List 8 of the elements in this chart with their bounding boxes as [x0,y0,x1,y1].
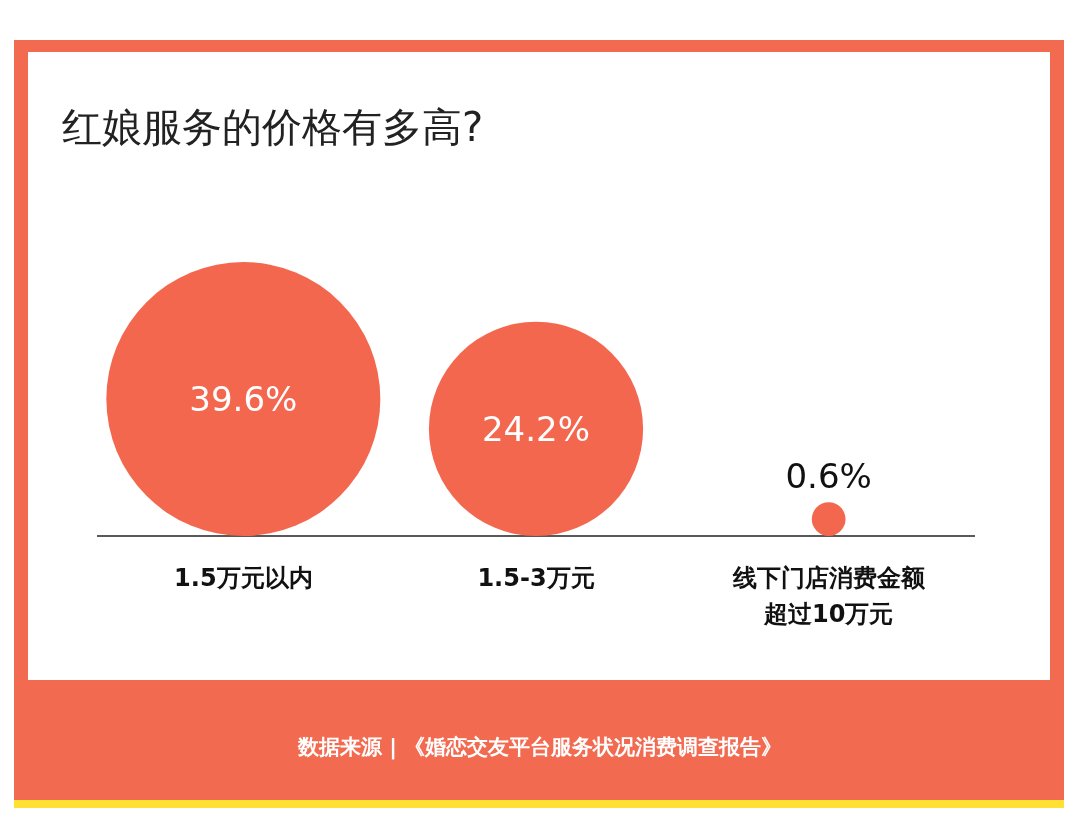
data-label: 39.6% [189,379,298,419]
text: 红娘服务的价格有多高? [62,103,484,152]
source-note: 数据来源 | 《婚恋交友平台服务状况消费调查报告》 [296,734,784,761]
data-label: 0.6% [785,456,872,497]
data-label: 24.2% [481,408,591,449]
category-label: 线下门店消费金额超过10万元 [731,563,926,630]
category-label: 1.5-3万元 [476,563,596,594]
category-label: 1.5万元以内 [173,563,314,594]
